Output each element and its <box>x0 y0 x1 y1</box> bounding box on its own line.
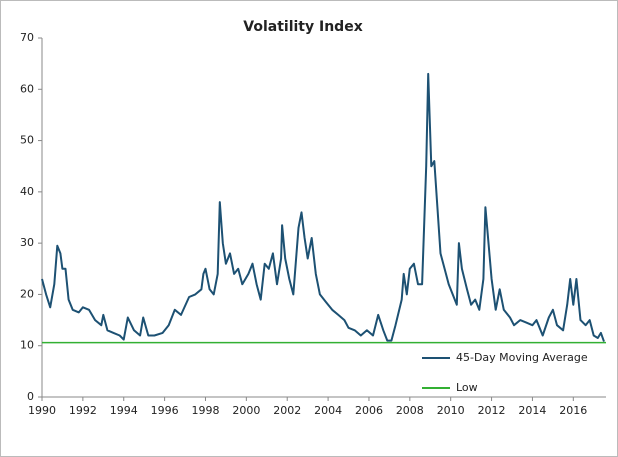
x-tick-label: 1990 <box>28 404 56 417</box>
x-tick-label: 2004 <box>314 404 342 417</box>
y-tick-label: 0 <box>27 390 34 403</box>
y-tick-label: 20 <box>20 287 34 300</box>
y-tick-label: 40 <box>20 185 34 198</box>
x-tick-label: 2012 <box>478 404 506 417</box>
x-tick-label: 2008 <box>396 404 424 417</box>
legend-label: 45-Day Moving Average <box>456 351 588 364</box>
x-tick-label: 2014 <box>518 404 546 417</box>
y-tick-label: 10 <box>20 339 34 352</box>
chart-title: Volatility Index <box>243 19 362 35</box>
x-tick-label: 2002 <box>273 404 301 417</box>
x-tick-label: 2016 <box>559 404 587 417</box>
x-tick-label: 1996 <box>151 404 179 417</box>
y-tick-label: 30 <box>20 236 34 249</box>
legend-label: Low <box>456 381 478 394</box>
x-tick-label: 2000 <box>232 404 260 417</box>
data-line <box>41 72 605 342</box>
x-tick-label: 1998 <box>191 404 219 417</box>
y-tick-label: 50 <box>20 134 34 147</box>
x-tick-label: 1994 <box>110 404 138 417</box>
x-tick-label: 2010 <box>437 404 465 417</box>
x-tick-label: 1992 <box>69 404 97 417</box>
y-tick-label: 70 <box>20 31 34 44</box>
y-tick-label: 60 <box>20 82 34 95</box>
x-tick-label: 2006 <box>355 404 383 417</box>
